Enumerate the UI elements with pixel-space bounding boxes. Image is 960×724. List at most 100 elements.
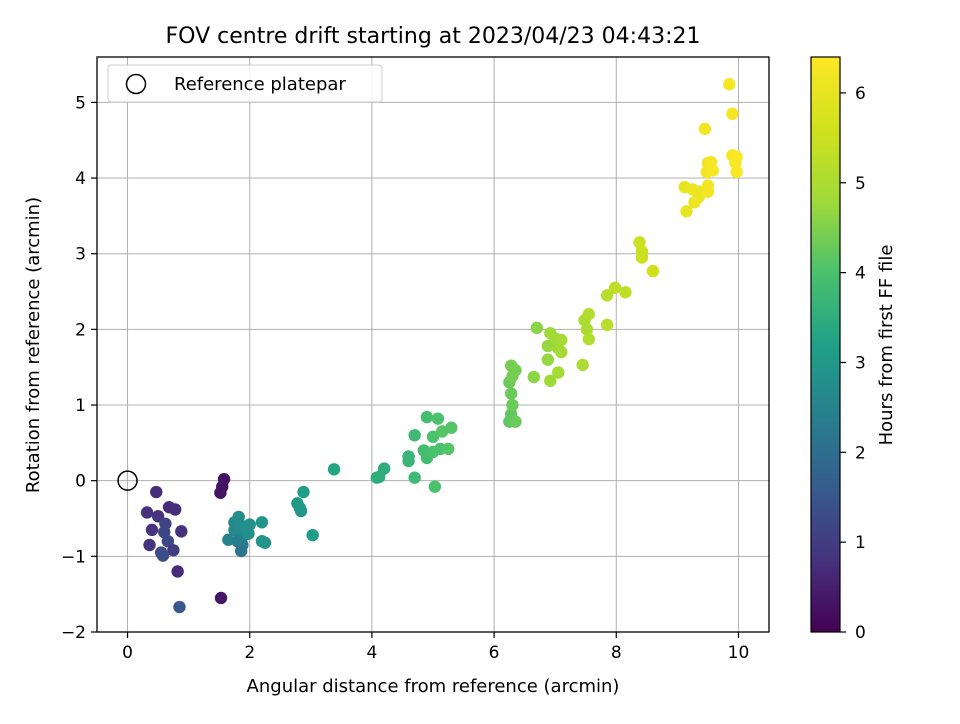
data-points <box>117 78 743 614</box>
x-tick-label: 8 <box>611 643 622 663</box>
data-point <box>646 264 660 278</box>
colorbar-tick-label: 4 <box>855 264 866 284</box>
data-point <box>442 442 455 456</box>
chart-title: FOV centre drift starting at 2023/04/23 … <box>166 24 701 49</box>
data-point <box>243 518 256 531</box>
data-point <box>214 486 227 499</box>
data-point <box>297 485 310 499</box>
data-point <box>255 516 269 529</box>
data-point <box>730 150 743 164</box>
colorbar-tick-label: 1 <box>855 533 866 553</box>
colorbar-label: Hours from first FF file <box>876 245 897 446</box>
data-point <box>576 358 589 372</box>
colorbar-gradient <box>810 56 841 633</box>
data-point <box>377 462 391 475</box>
y-tick-label: 4 <box>75 169 86 189</box>
data-point <box>445 421 458 434</box>
data-point <box>555 345 568 359</box>
data-point <box>402 454 415 468</box>
data-point <box>544 374 557 388</box>
data-point <box>232 510 245 524</box>
data-point <box>428 480 442 493</box>
data-point <box>582 333 595 346</box>
data-point <box>680 205 693 218</box>
x-tick-label: 0 <box>122 643 133 663</box>
data-point <box>506 398 519 412</box>
data-point <box>555 333 568 347</box>
data-point <box>723 78 736 91</box>
data-point <box>150 485 163 499</box>
colorbar-tick-label: 6 <box>855 84 866 104</box>
data-point <box>541 353 555 366</box>
data-point <box>294 504 308 518</box>
x-tick-label: 4 <box>366 643 377 663</box>
data-point <box>171 565 184 578</box>
data-point <box>222 533 235 546</box>
data-point <box>619 286 632 299</box>
x-tick-label: 6 <box>489 643 500 663</box>
data-point <box>509 415 522 428</box>
data-point <box>408 471 421 484</box>
y-tick-label: 2 <box>75 320 86 340</box>
data-point <box>140 506 154 519</box>
data-point <box>600 318 614 332</box>
data-point <box>530 321 544 335</box>
colorbar-tick-label: 0 <box>855 623 866 643</box>
data-point <box>242 527 255 540</box>
data-point <box>426 430 440 444</box>
data-point <box>431 412 445 425</box>
legend: Reference platepar <box>107 64 383 103</box>
data-point <box>306 528 319 542</box>
data-point <box>173 600 186 614</box>
data-point <box>730 165 743 179</box>
data-point <box>145 523 159 537</box>
legend-marker <box>125 73 147 95</box>
grid-lines <box>97 57 769 633</box>
data-point <box>214 591 228 605</box>
data-point <box>692 185 705 198</box>
y-axis-label: Rotation from reference (arcmin) <box>23 197 44 493</box>
data-point <box>168 503 182 516</box>
data-point <box>327 463 341 476</box>
data-point <box>504 387 518 400</box>
data-point <box>600 289 614 302</box>
y-tick-label: 0 <box>75 472 86 492</box>
x-axis-label: Angular distance from reference (arcmin) <box>247 676 620 697</box>
x-tick-label: 10 <box>728 643 750 663</box>
data-point <box>608 281 622 294</box>
legend-box <box>107 64 383 103</box>
data-point <box>582 308 595 321</box>
y-tick-label: −1 <box>61 547 86 567</box>
data-point <box>408 429 421 442</box>
data-point <box>706 164 719 177</box>
colorbar-tick-label: 3 <box>855 353 866 373</box>
data-point <box>156 549 170 562</box>
data-point <box>143 538 156 552</box>
y-tick-label: 1 <box>75 396 86 416</box>
data-point <box>161 535 175 548</box>
colorbar-ticks: 0 1 2 3 4 5 6 <box>840 84 866 643</box>
data-point <box>175 525 188 538</box>
data-point <box>698 122 712 136</box>
colorbar-tick-label: 2 <box>855 443 866 463</box>
data-point <box>420 410 434 424</box>
data-point <box>167 544 180 557</box>
data-point <box>552 366 565 379</box>
data-point <box>509 364 522 377</box>
data-point <box>527 370 540 384</box>
x-tick-label: 2 <box>244 643 255 663</box>
data-point <box>258 536 272 549</box>
data-point <box>701 185 715 198</box>
data-point <box>580 323 594 336</box>
y-tick-label: −2 <box>61 623 86 643</box>
y-tick-label: 5 <box>75 93 86 113</box>
colorbar: 0 1 2 3 4 5 6 Hours from first FF file <box>810 56 897 643</box>
y-tick-label: 3 <box>75 245 86 265</box>
reference-platepar-marker <box>117 470 138 491</box>
data-point <box>234 544 248 558</box>
data-point <box>635 251 649 264</box>
axis-ticks: 0 2 4 6 8 10 −2 −1 0 1 2 3 4 5 <box>61 93 749 663</box>
plot-frame <box>96 56 770 633</box>
